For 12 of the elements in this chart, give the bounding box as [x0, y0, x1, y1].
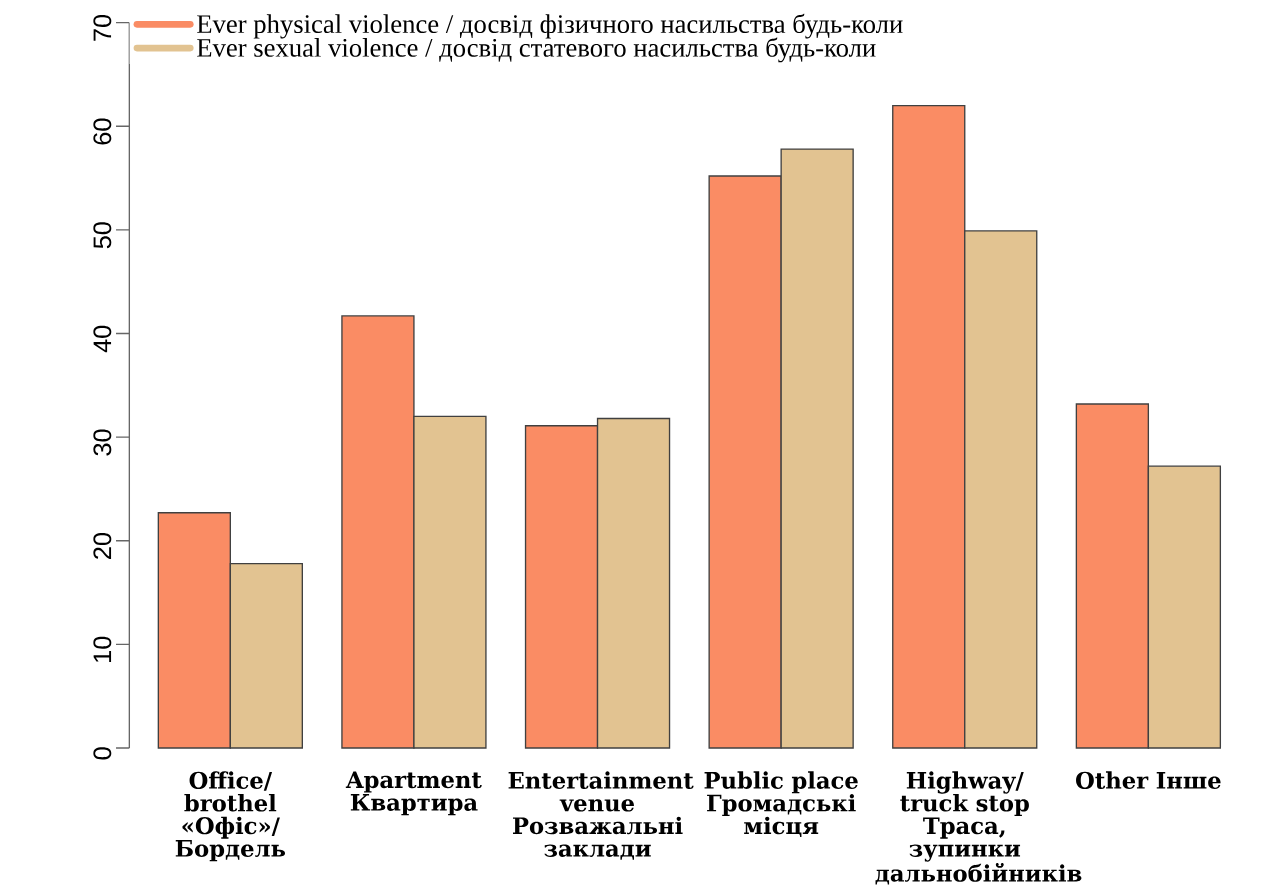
x-tick-label: Office/ brothel «Офіс»/ Бордель [175, 771, 286, 862]
y-tick-label: 30 [93, 429, 112, 456]
x-tick-label: Public place Громадські місця [704, 771, 858, 837]
y-tick-label: 0 [93, 747, 112, 760]
x-tick-label: Apartment Квартира [345, 771, 482, 816]
y-tick-label: 70 [93, 14, 112, 41]
y-tick-label: 40 [93, 325, 112, 353]
y-tick-label: 60 [93, 118, 112, 145]
y-tick-label: 50 [93, 222, 112, 249]
y-tick-label: 20 [93, 532, 112, 559]
y-tick-label: 10 [93, 636, 112, 662]
x-tick-label: Entertainment venue Розважальні заклади [508, 771, 694, 860]
